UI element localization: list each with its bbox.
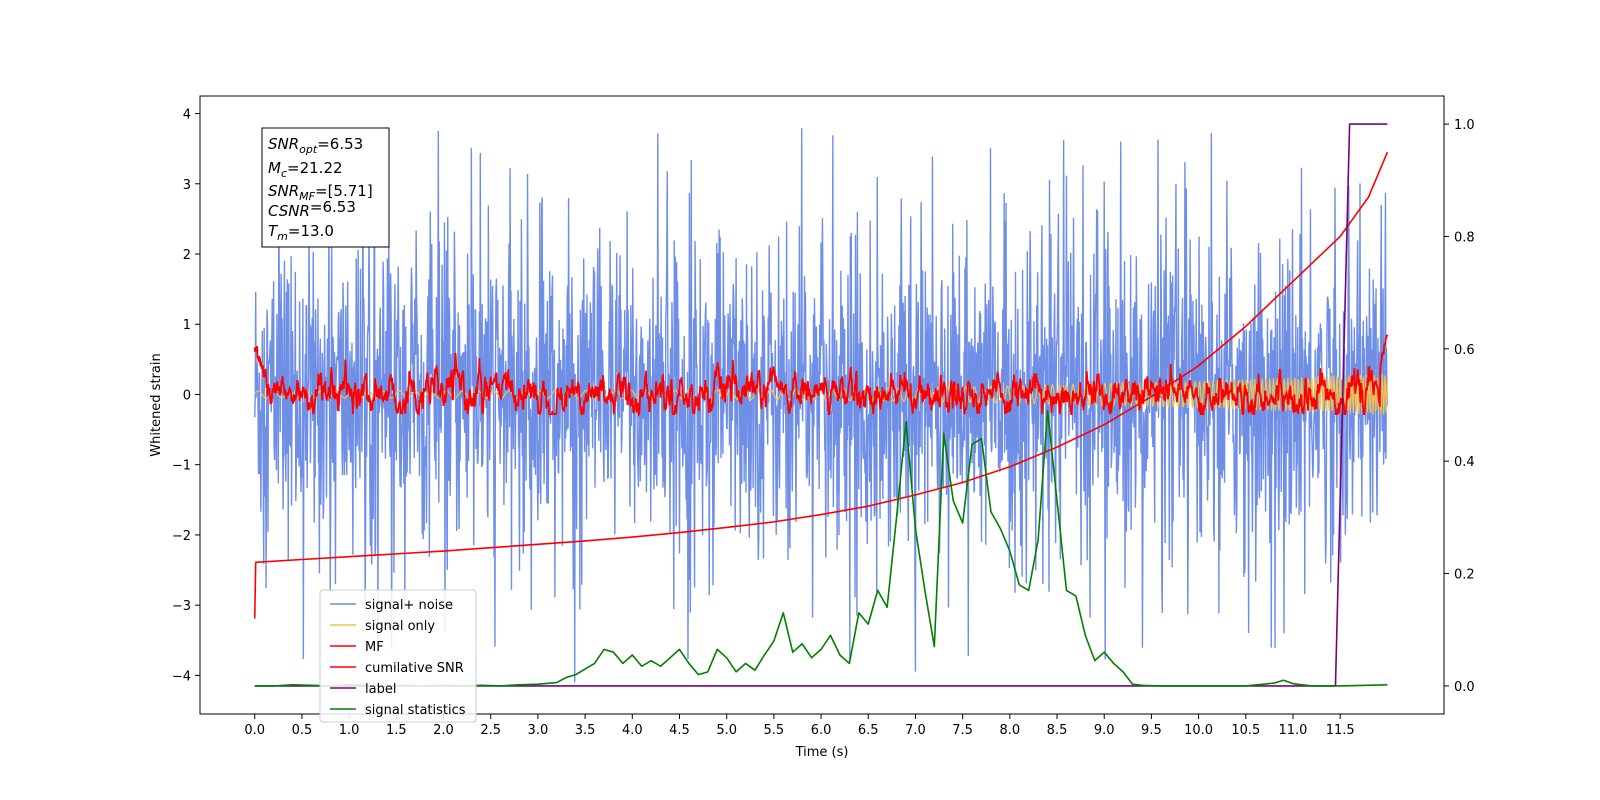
legend-label-signal-only: signal only bbox=[365, 619, 435, 634]
y2-tick-label: 0.4 bbox=[1454, 455, 1475, 470]
x-axis-label: Time (s) bbox=[795, 745, 849, 760]
annotation-line-snr-mf: SNRMF=[5.71] bbox=[268, 182, 373, 203]
y2-tick-label: 0.0 bbox=[1454, 680, 1475, 695]
x-tick-label: 4.0 bbox=[622, 723, 643, 738]
y-axis-label: Whitened strain bbox=[149, 353, 164, 456]
x-tick-label: 2.5 bbox=[480, 723, 501, 738]
x-tick-label: 9.5 bbox=[1141, 723, 1162, 738]
x-tick-label: 10.5 bbox=[1231, 723, 1260, 738]
x-tick-label: 3.0 bbox=[528, 723, 549, 738]
legend-frame bbox=[319, 589, 477, 723]
series-layer bbox=[253, 123, 1389, 687]
y2-tick-label: 1.0 bbox=[1454, 118, 1475, 133]
x-tick-label: 7.5 bbox=[952, 723, 973, 738]
x-tick-label: 11.5 bbox=[1326, 723, 1355, 738]
x-tick-label: 8.0 bbox=[999, 723, 1020, 738]
legend-label-signal-statistics: signal statistics bbox=[365, 703, 466, 718]
y-tick-label: 4 bbox=[183, 108, 191, 123]
annotation-line-csnr: CSNR=6.53 bbox=[268, 198, 356, 220]
x-tick-label: 1.5 bbox=[386, 723, 407, 738]
annotation-line-snr-opt: SNRopt=6.53 bbox=[268, 135, 363, 156]
x-tick-label: 7.0 bbox=[905, 723, 926, 738]
x-tick-label: 5.0 bbox=[716, 723, 737, 738]
y2-tick-label: 0.8 bbox=[1454, 230, 1475, 245]
legend-label-cumilative-snr: cumilative SNR bbox=[365, 661, 464, 676]
y2-tick-label: 0.2 bbox=[1454, 568, 1475, 583]
legend-label-signal-noise: signal+ noise bbox=[365, 598, 453, 613]
x-tick-label: 0.5 bbox=[292, 723, 313, 738]
legend-label-label: label bbox=[365, 682, 396, 697]
x-tick-label: 6.5 bbox=[858, 723, 879, 738]
y-tick-label: −4 bbox=[172, 669, 191, 684]
y-tick-label: −1 bbox=[172, 459, 191, 474]
legend-label-mf: MF bbox=[365, 640, 384, 655]
x-tick-label: 5.5 bbox=[764, 723, 785, 738]
y-tick-label: −2 bbox=[172, 529, 191, 544]
y2-tick-label: 0.6 bbox=[1454, 343, 1475, 358]
series-line-signal-statistics bbox=[254, 409, 1388, 687]
annotation-line-mc: Mc=21.22 bbox=[268, 159, 343, 180]
y-tick-label: 3 bbox=[183, 178, 191, 193]
ticks-layer: 0.0 0.5 1.0 1.5 2.0 2.5 3.0 3.5 4.0 4.5 5.0 5.5 6.0 6… bbox=[172, 108, 1475, 738]
legend: signal+ noise signal only MF cumilative … bbox=[319, 589, 477, 723]
x-tick-label: 6.0 bbox=[811, 723, 832, 738]
x-tick-label: 8.5 bbox=[1047, 723, 1068, 738]
annotation-box: SNRopt=6.53 Mc=21.22 SNRMF=[5.71] CSNR=6… bbox=[261, 127, 390, 248]
x-tick-label: 3.5 bbox=[575, 723, 596, 738]
x-tick-label: 4.5 bbox=[669, 723, 690, 738]
annotation-line-tm: Tm=13.0 bbox=[268, 222, 334, 243]
plot-frame bbox=[199, 95, 1445, 715]
x-tick-label: 11.0 bbox=[1279, 723, 1308, 738]
y-tick-label: 1 bbox=[183, 318, 191, 333]
series-line-cumilative-snr bbox=[253, 151, 1389, 619]
x-tick-label: 1.0 bbox=[339, 723, 360, 738]
x-tick-label: 10.0 bbox=[1184, 723, 1213, 738]
annotation-frame bbox=[261, 127, 390, 248]
series-line-mf bbox=[253, 334, 1389, 418]
x-tick-label: 9.0 bbox=[1094, 723, 1115, 738]
x-tick-label: 0.0 bbox=[244, 723, 265, 738]
y-tick-label: 0 bbox=[183, 388, 191, 403]
x-tick-label: 2.0 bbox=[433, 723, 454, 738]
y-tick-label: −3 bbox=[172, 599, 191, 614]
y-tick-label: 2 bbox=[183, 248, 191, 263]
series-line-label bbox=[254, 123, 1388, 687]
